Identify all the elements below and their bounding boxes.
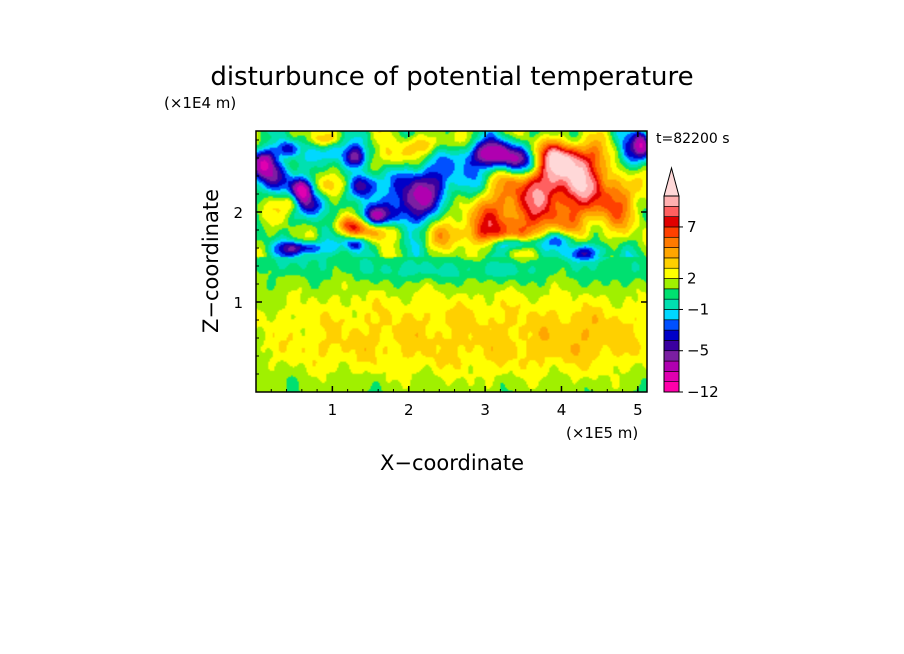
colorbar-swatch <box>663 278 680 290</box>
colorbar-swatch <box>663 267 680 279</box>
colorbar-label: −12 <box>687 383 719 401</box>
colorbar-frame <box>663 195 680 393</box>
colorbar-swatch <box>663 257 680 269</box>
colorbar-swatch <box>663 236 680 248</box>
x-tick-label: 3 <box>480 401 490 419</box>
colorbar-swatch <box>663 381 680 393</box>
colorbar-swatch <box>663 226 680 238</box>
colorbar-swatch <box>663 360 680 372</box>
colorbar-swatch <box>663 329 680 341</box>
colorbar-extend-arrow <box>663 166 680 197</box>
y-axis: 12 <box>233 139 647 375</box>
colorbar-swatch <box>663 247 680 259</box>
colorbar-label: −5 <box>687 342 709 360</box>
y-tick-label: 2 <box>233 204 243 222</box>
colorbar-swatch <box>663 309 680 321</box>
colorbar-swatch <box>663 206 680 217</box>
colorbar-label: 7 <box>687 218 697 236</box>
colorbar-swatch <box>663 319 680 331</box>
colorbar-swatch <box>663 350 680 362</box>
colorbar-swatch <box>663 340 680 352</box>
y-axis-label: Z−coordinate <box>199 189 223 333</box>
colorbar-label: 2 <box>687 270 697 288</box>
x-axis: 1 2 3 4 5 <box>270 131 643 419</box>
colorbar-swatch <box>663 195 680 207</box>
heatmap-plot-area <box>255 130 648 393</box>
x-unit-label: (×1E5 m) <box>566 424 638 442</box>
y-unit-label: (×1E4 m) <box>164 94 236 112</box>
y-tick-label: 1 <box>233 294 243 312</box>
colorbar: −12−5−127 <box>663 166 719 401</box>
x-tick-label: 5 <box>633 401 643 419</box>
time-label: t=82200 s <box>656 131 730 147</box>
x-axis-label: X−coordinate <box>380 451 524 475</box>
plot-frame <box>255 130 648 393</box>
heatmap-image <box>256 131 647 392</box>
x-tick-label: 4 <box>557 401 567 419</box>
colorbar-swatch <box>663 298 680 310</box>
colorbar-swatch <box>663 371 680 382</box>
colorbar-swatch <box>663 216 680 228</box>
x-tick-label: 1 <box>328 401 338 419</box>
colorbar-label: −1 <box>687 300 709 318</box>
x-tick-label: 2 <box>404 401 414 419</box>
colorbar-swatch <box>663 288 680 300</box>
chart-title: disturbunce of potential temperature <box>210 62 693 92</box>
